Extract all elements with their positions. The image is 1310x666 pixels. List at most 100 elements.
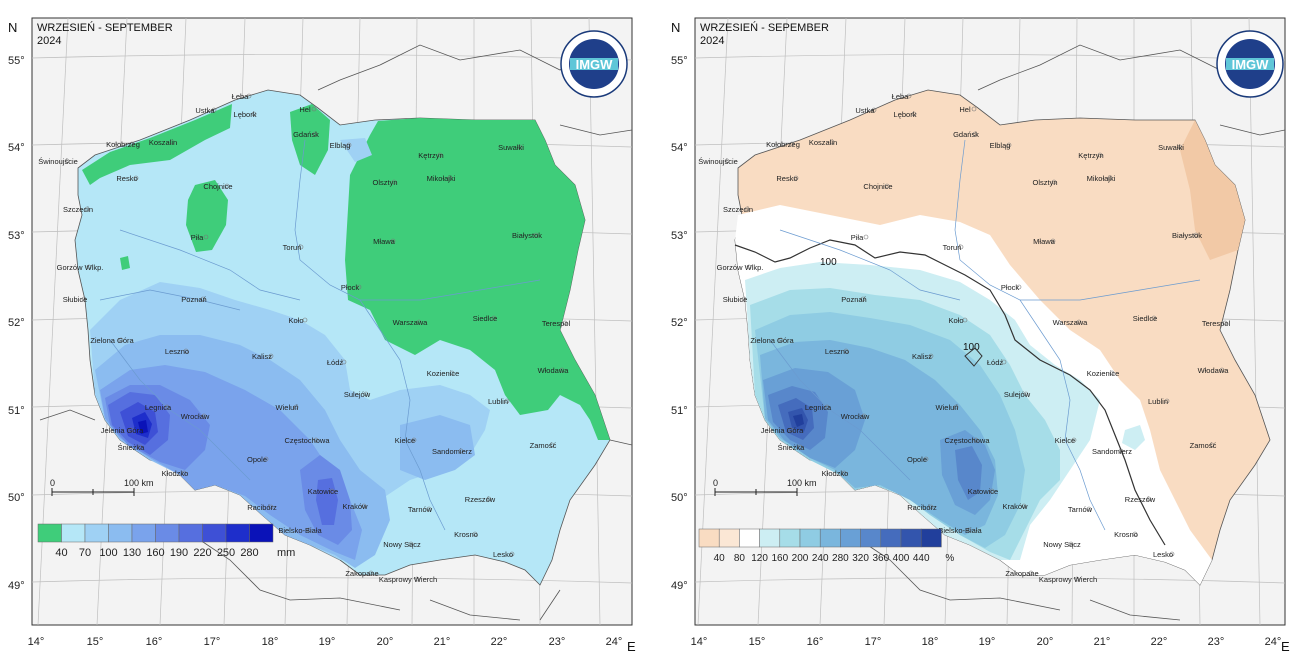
- north-label: N: [671, 20, 680, 35]
- city-label: Nowy Sącz: [383, 540, 421, 549]
- city-marker: [1219, 367, 1225, 373]
- scale-end: 100 km: [787, 478, 817, 488]
- lon-label: 23°: [1208, 636, 1225, 648]
- city-marker: [829, 139, 835, 145]
- logo-text: IMGW: [1232, 57, 1270, 72]
- city-label: Śnieżka: [118, 443, 146, 452]
- legend-swatch: [880, 528, 902, 548]
- city-label: Sulejów: [344, 390, 371, 399]
- city-marker: [356, 284, 362, 290]
- city-marker: [329, 488, 335, 494]
- city-marker: [824, 404, 830, 410]
- city-label: Opole: [907, 455, 927, 464]
- scale-end: 100 km: [124, 478, 154, 488]
- city-marker: [928, 353, 934, 359]
- legend-swatch: [155, 523, 180, 543]
- scale-start: 0: [713, 478, 718, 488]
- lon-label: 15°: [749, 636, 766, 648]
- city-marker: [504, 398, 510, 404]
- city-marker: [1109, 370, 1115, 376]
- city-labels: Łeba Hel Ustka Lębork Gdańsk Elbląg Kołobrzeg K…: [38, 92, 570, 584]
- legend-tick-label: 250: [217, 547, 235, 559]
- city-label: Jelenia Góra: [761, 426, 804, 435]
- city-label: Świnoujście: [38, 157, 78, 166]
- rivers: [769, 139, 1201, 531]
- imgw-logo: IMGW: [560, 30, 628, 98]
- city-marker: [1118, 448, 1124, 454]
- city-label: Leszno: [165, 347, 189, 356]
- map-title: WRZESIEŃ - SEPEMBER: [700, 21, 829, 34]
- city-label: Leszno: [825, 347, 849, 356]
- latitude-labels: 55° 54° 53° 52° 51° 50° 49°: [671, 55, 688, 592]
- city-label: Wrocław: [841, 412, 870, 421]
- legend-swatch: [202, 523, 227, 543]
- legend-swatch: [178, 523, 203, 543]
- lat-label: 54°: [671, 142, 688, 154]
- city-marker: [391, 179, 397, 185]
- legend-swatch: [739, 528, 760, 548]
- city-label: Racibórz: [907, 503, 937, 512]
- isoline-100: [734, 239, 1166, 546]
- city-label: Toruń: [943, 243, 962, 252]
- lon-label: 24°: [606, 636, 623, 648]
- lon-label: 22°: [1151, 636, 1168, 648]
- city-marker: [971, 106, 977, 112]
- legend-tick-label: 220: [193, 547, 211, 559]
- precip-class-bands: [90, 138, 490, 568]
- legend-swatch: [37, 523, 62, 543]
- legend-tick-label: 280: [240, 547, 258, 559]
- city-label: Lesko: [493, 550, 513, 559]
- city-label: Hel: [299, 105, 311, 114]
- city-label: Katowice: [968, 487, 998, 496]
- city-marker: [1193, 232, 1199, 238]
- legend-tick-label: 240: [812, 553, 829, 564]
- city-label: Koło: [948, 316, 963, 325]
- city-label: Mława: [1033, 237, 1056, 246]
- city-marker: [533, 232, 539, 238]
- percent-map: 100 100 Łeba Hel Ustka Lębork Gdańsk Elbląg Ko…: [671, 17, 1290, 654]
- city-marker: [293, 404, 299, 410]
- city-marker: [437, 152, 443, 158]
- city-marker: [958, 244, 964, 250]
- city-marker: [341, 359, 347, 365]
- city-marker: [426, 506, 432, 512]
- lat-label: 52°: [8, 317, 25, 329]
- legend-tick-label: 190: [170, 547, 188, 559]
- city-marker: [724, 158, 730, 164]
- imgw-logo: IMGW: [1216, 30, 1284, 98]
- city-marker: [1107, 175, 1113, 181]
- city-labels: Łeba Hel Ustka Lębork Gdańsk Elbląg Kołobrzeg K…: [698, 92, 1230, 584]
- city-label: Kasprowy Wierch: [379, 575, 437, 584]
- lon-label: 17°: [865, 636, 882, 648]
- city-label: Gorzów Wlkp.: [57, 263, 104, 272]
- city-label: Resko: [776, 174, 797, 183]
- city-marker: [363, 391, 369, 397]
- city-label: Zakopane: [1005, 569, 1038, 578]
- percent-of-normal-map-panel: 100 100 Łeba Hel Ustka Lębork Gdańsk Elbląg Ko…: [655, 0, 1310, 666]
- lon-label: 23°: [549, 636, 566, 648]
- city-label: Katowice: [308, 487, 338, 496]
- legend-unit: mm: [277, 547, 295, 559]
- city-label: Sandomierz: [1092, 447, 1132, 456]
- city-label: Szczecin: [723, 205, 753, 214]
- map-year: 2024: [700, 35, 724, 47]
- legend-swatch: [108, 523, 133, 543]
- legend-swatch: [799, 528, 821, 548]
- city-label: Olsztyn: [372, 178, 397, 187]
- city-label: Płock: [1001, 283, 1020, 292]
- city-label: Kozienice: [427, 369, 460, 378]
- lon-label: 21°: [1094, 636, 1111, 648]
- city-marker: [408, 541, 414, 547]
- city-marker: [268, 504, 274, 510]
- east-label: E: [627, 639, 636, 654]
- east-label: E: [1281, 639, 1290, 654]
- city-label: Gdańsk: [293, 130, 319, 139]
- city-label: Opole: [247, 455, 267, 464]
- city-label: Kołobrzeg: [106, 140, 140, 149]
- city-marker: [169, 139, 175, 145]
- lat-label: 52°: [671, 317, 688, 329]
- city-marker: [1074, 576, 1080, 582]
- legend-swatch: [779, 528, 801, 548]
- lon-label: 15°: [87, 636, 104, 648]
- lon-label: 17°: [204, 636, 221, 648]
